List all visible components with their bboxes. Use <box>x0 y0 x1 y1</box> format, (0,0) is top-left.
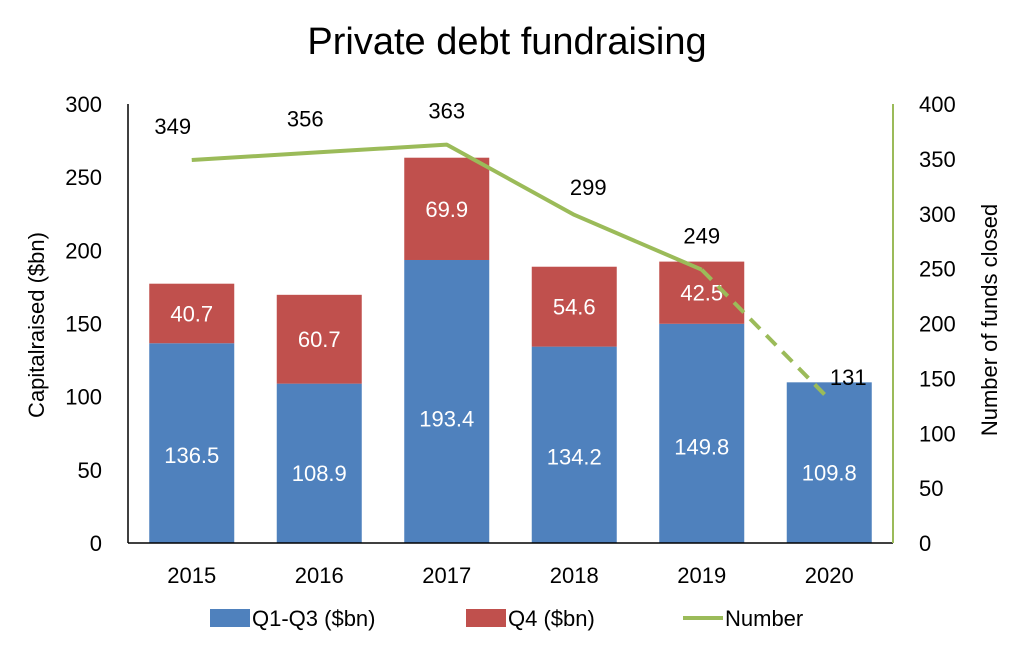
y2-tick-label: 350 <box>919 147 956 172</box>
number-line: 349 356 363 299 249 131 <box>154 99 867 401</box>
y2-tick-label: 100 <box>919 421 956 446</box>
line-data-label: 363 <box>428 99 465 124</box>
y-tick-label: 250 <box>65 165 102 190</box>
bar-q4-2015 <box>149 283 235 344</box>
y2-axis-ticks: 0 50 100 150 200 250 300 350 400 <box>919 92 956 556</box>
bar-labels: 136.5 40.7 108.9 60.7 193.4 69.9 134.2 54.6 149.… <box>164 197 857 486</box>
bar-data-label: 109.8 <box>802 460 857 485</box>
legend-swatch-q4 <box>466 609 506 627</box>
x-tick-label: 2020 <box>805 563 854 588</box>
bar-q4-2018 <box>531 266 617 347</box>
bar-data-label: 54.6 <box>553 295 596 320</box>
number-line-dashed <box>700 268 831 401</box>
bar-data-label: 69.9 <box>425 197 468 222</box>
x-tick-label: 2019 <box>677 563 726 588</box>
chart-title: Private debt fundraising <box>307 21 706 63</box>
bar-q1-q3-2020 <box>786 382 872 543</box>
line-data-label: 349 <box>154 114 191 139</box>
bar-data-label: 40.7 <box>170 301 213 326</box>
y2-tick-label: 200 <box>919 312 956 337</box>
bar-q1-q3-2018 <box>531 346 617 543</box>
y2-tick-label: 300 <box>919 202 956 227</box>
bar-data-label: 60.7 <box>298 327 341 352</box>
y2-tick-label: 150 <box>919 366 956 391</box>
bars <box>149 157 872 543</box>
legend-label: Q1-Q3 ($bn) <box>252 606 376 631</box>
y2-tick-label: 50 <box>919 476 943 501</box>
bar-data-label: 134.2 <box>547 445 602 470</box>
legend-swatch-q1-q3 <box>210 609 250 627</box>
bar-data-label: 149.8 <box>674 435 729 460</box>
x-axis-ticks: 2015 2016 2017 2018 2019 2020 <box>167 563 853 588</box>
y2-tick-label: 250 <box>919 257 956 282</box>
y-axis-title: Capitalraised ($bn) <box>24 232 49 418</box>
x-tick-label: 2015 <box>167 563 216 588</box>
bar-q1-q3-2019 <box>659 323 745 543</box>
y-tick-label: 300 <box>65 92 102 117</box>
y2-tick-label: 0 <box>919 531 931 556</box>
bar-q4-2017 <box>404 157 490 260</box>
legend-label: Q4 ($bn) <box>508 606 595 631</box>
y2-axis-title: Number of funds closed <box>977 204 1002 436</box>
bar-data-label: 42.5 <box>680 281 723 306</box>
legend: Q1-Q3 ($bn) Q4 ($bn) Number <box>210 606 803 631</box>
bar-data-label: 136.5 <box>164 443 219 468</box>
y-tick-label: 50 <box>78 458 102 483</box>
line-data-label: 299 <box>570 175 607 200</box>
number-line-solid <box>191 142 703 272</box>
bar-q1-q3-2016 <box>276 383 362 543</box>
y-tick-label: 200 <box>65 238 102 263</box>
y-tick-label: 150 <box>65 312 102 337</box>
x-tick-label: 2017 <box>422 563 471 588</box>
y-tick-label: 0 <box>90 531 102 556</box>
bar-q1-q3-2015 <box>149 343 235 543</box>
y-tick-label: 100 <box>65 385 102 410</box>
bar-data-label: 193.4 <box>419 406 474 431</box>
line-data-label: 131 <box>830 365 867 390</box>
x-tick-label: 2016 <box>295 563 344 588</box>
line-data-label: 356 <box>287 106 324 131</box>
y2-tick-label: 400 <box>919 92 956 117</box>
legend-label: Number <box>725 606 803 631</box>
bar-q4-2016 <box>276 294 362 384</box>
y-axis-ticks: 0 50 100 150 200 250 300 <box>65 92 102 556</box>
bar-q1-q3-2017 <box>404 259 490 543</box>
bar-data-label: 108.9 <box>292 461 347 486</box>
x-tick-label: 2018 <box>550 563 599 588</box>
line-data-label: 249 <box>683 224 720 249</box>
